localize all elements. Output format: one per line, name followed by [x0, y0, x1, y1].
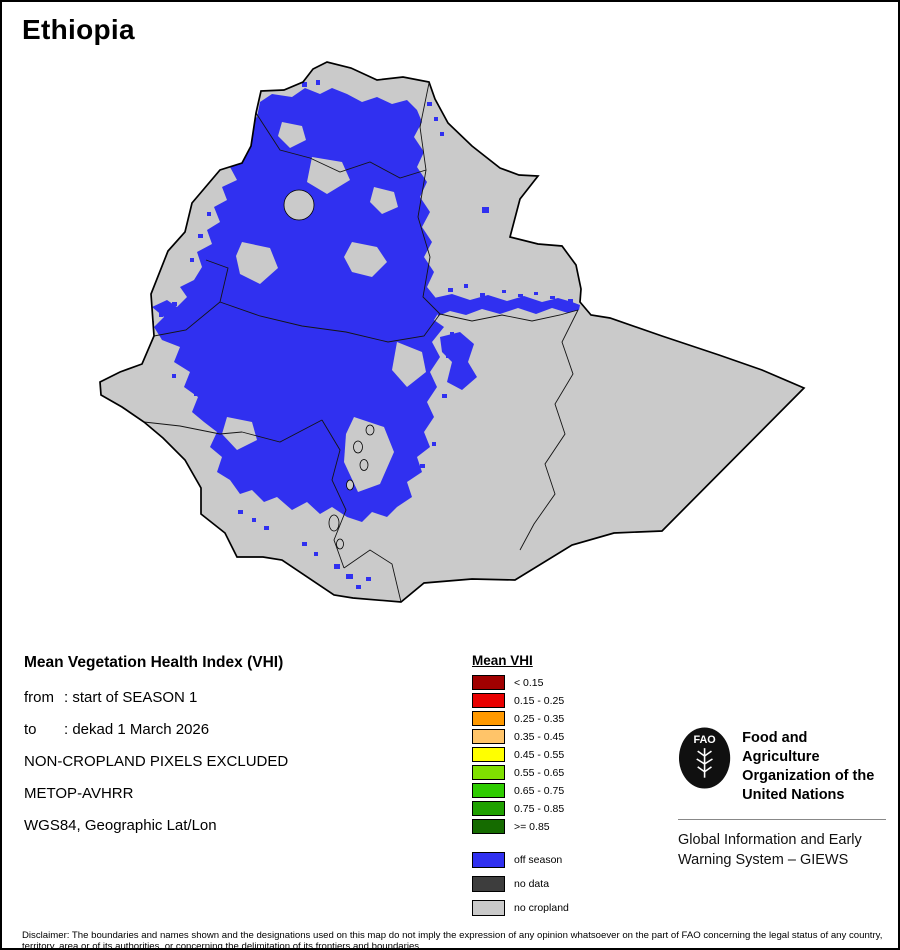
- info-line-projection: WGS84, Geographic Lat/Lon: [24, 817, 464, 834]
- legend-row: 0.25 - 0.35: [472, 711, 647, 726]
- legend-label: >= 0.85: [514, 820, 550, 833]
- info-line-value: : dekad 1 March 2026: [64, 721, 210, 738]
- legend-row: 0.75 - 0.85: [472, 801, 647, 816]
- org-subtitle: Global Information and Early Warning Sys…: [678, 830, 886, 870]
- info-heading: Mean Vegetation Health Index (VHI): [24, 654, 284, 671]
- org-name-line: United Nations: [742, 787, 845, 803]
- off-season-areas: [149, 80, 580, 589]
- legend-swatch: [472, 747, 505, 762]
- info-line-noncropland: NON-CROPLAND PIXELS EXCLUDED: [24, 753, 464, 770]
- legend-row: no cropland: [472, 900, 647, 916]
- non-cropland-gaps: [222, 122, 426, 492]
- legend-swatch: [472, 729, 505, 744]
- info-line-from: from : start of SEASON 1: [24, 689, 464, 706]
- info-line-value: WGS84, Geographic Lat/Lon: [24, 817, 217, 834]
- off-season-east-strip: [434, 294, 580, 316]
- disclaimer-text: Disclaimer: The boundaries and names sho…: [22, 930, 883, 950]
- legend-swatch: [472, 711, 505, 726]
- legend-row: no data: [472, 876, 647, 892]
- legend-swatch: [472, 819, 505, 834]
- fao-logo: FAO: [678, 727, 731, 789]
- legend-label: 0.25 - 0.35: [514, 712, 565, 725]
- legend-swatch: [472, 693, 505, 708]
- legend-swatch: [472, 900, 505, 916]
- legend-row: 0.15 - 0.25: [472, 693, 647, 708]
- legend-label: 0.75 - 0.85: [514, 802, 565, 815]
- legend-row: 0.65 - 0.75: [472, 783, 647, 798]
- legend-label: 0.55 - 0.65: [514, 766, 565, 779]
- org-name-line: Organization of the: [742, 768, 875, 784]
- map-info-block: Mean Vegetation Health Index (VHI) from …: [24, 654, 464, 849]
- legend-swatch: [472, 876, 505, 892]
- info-line-value: METOP-AVHRR: [24, 785, 134, 802]
- org-block: FAO Food and Agriculture Organization of…: [678, 726, 886, 870]
- legend-swatch: [472, 801, 505, 816]
- off-season-highlands-blob: [152, 88, 444, 522]
- info-line-to: to : dekad 1 March 2026: [24, 721, 464, 738]
- legend-label: 0.65 - 0.75: [514, 784, 565, 797]
- off-season-arsi-blob: [440, 332, 477, 390]
- legend-row: 0.45 - 0.55: [472, 747, 647, 762]
- org-header: FAO Food and Agriculture Organization of…: [678, 726, 886, 805]
- legend-row: 0.55 - 0.65: [472, 765, 647, 780]
- legend-swatch: [472, 783, 505, 798]
- org-name: Food and Agriculture Organization of the…: [742, 726, 886, 805]
- info-line-label: from: [24, 689, 54, 706]
- legend: Mean VHI < 0.15 0.15 - 0.25 0.25 - 0.35 0.3…: [472, 652, 647, 924]
- vhi-legend-rows: < 0.15 0.15 - 0.25 0.25 - 0.35 0.35 - 0.45 0…: [472, 675, 647, 834]
- legend-label: off season: [514, 854, 563, 866]
- coverage-legend-rows: off season no data no cropland: [472, 852, 647, 916]
- legend-label: 0.45 - 0.55: [514, 748, 565, 761]
- legend-row: < 0.15: [472, 675, 647, 690]
- info-line-value: : start of SEASON 1: [64, 689, 198, 706]
- legend-row: >= 0.85: [472, 819, 647, 834]
- lake-tana: [283, 189, 315, 221]
- info-line-value: NON-CROPLAND PIXELS EXCLUDED: [24, 753, 289, 770]
- legend-row: off season: [472, 852, 647, 868]
- region-boundaries: [143, 82, 579, 602]
- info-line-sensor: METOP-AVHRR: [24, 785, 464, 802]
- legend-heading: Mean VHI: [472, 653, 533, 668]
- legend-swatch: [472, 765, 505, 780]
- legend-label: no cropland: [514, 902, 569, 914]
- legend-label: 0.15 - 0.25: [514, 694, 565, 707]
- info-line-label: to: [24, 721, 37, 738]
- ethiopia-map: [99, 61, 805, 603]
- legend-label: < 0.15: [514, 676, 544, 689]
- legend-row: 0.35 - 0.45: [472, 729, 647, 744]
- org-subtitle-line: Warning System – GIEWS: [678, 852, 849, 868]
- legend-swatch: [472, 852, 505, 868]
- wheat-icon: [696, 748, 713, 778]
- page-title: Ethiopia: [22, 14, 135, 45]
- off-season-speckles: [149, 80, 573, 589]
- org-subtitle-line: Global Information and Early: [678, 832, 862, 848]
- org-divider: [678, 819, 886, 820]
- legend-label: no data: [514, 878, 550, 890]
- legend-swatch: [472, 675, 505, 690]
- legend-label: 0.35 - 0.45: [514, 730, 565, 743]
- fao-logo-text: FAO: [693, 734, 715, 746]
- lakes: [283, 189, 375, 550]
- org-name-line: Food and Agriculture: [742, 730, 820, 765]
